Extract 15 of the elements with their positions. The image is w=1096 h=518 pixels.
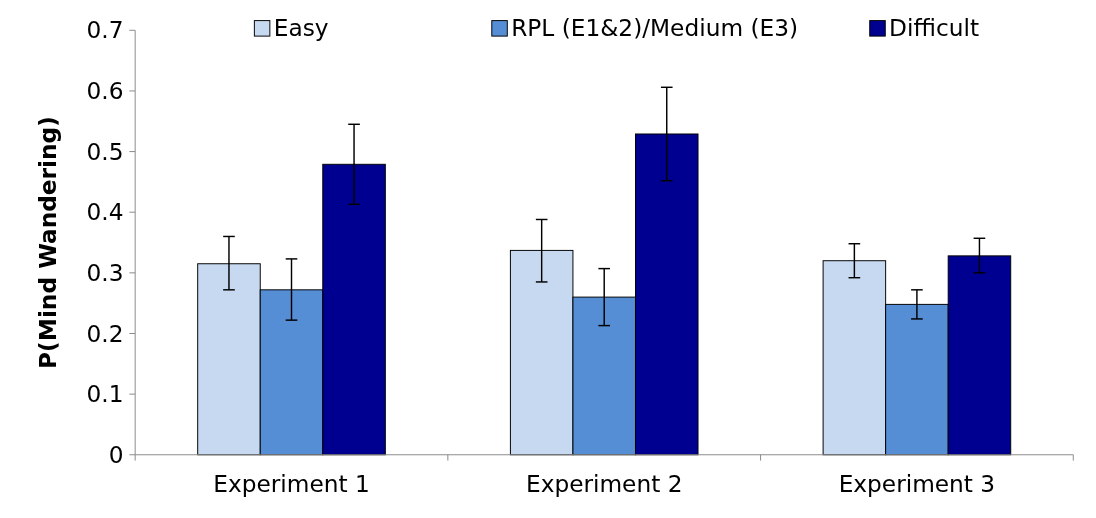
legend-label: RPL (E1&2)/Medium (E3) [511, 14, 799, 42]
legend-label: Difficult [889, 14, 980, 42]
y-tick-label: 0.5 [86, 137, 124, 165]
y-tick-label: 0 [108, 440, 124, 468]
y-tick-label: 0.3 [86, 258, 124, 286]
legend-label: Easy [273, 14, 329, 42]
y-tick-label: 0.7 [86, 16, 124, 44]
x-tick-label: Experiment 1 [213, 469, 370, 497]
x-tick-label: Experiment 3 [838, 469, 996, 497]
y-tick-label: 0.4 [86, 198, 124, 226]
y-tick-label: 0.6 [86, 77, 124, 105]
y-tick-label: 0.2 [86, 319, 124, 347]
x-tick-label: Experiment 2 [525, 469, 683, 497]
y-tick-label: 0.1 [86, 380, 124, 408]
y-axis-title: P(Mind Wandering) [33, 116, 61, 369]
